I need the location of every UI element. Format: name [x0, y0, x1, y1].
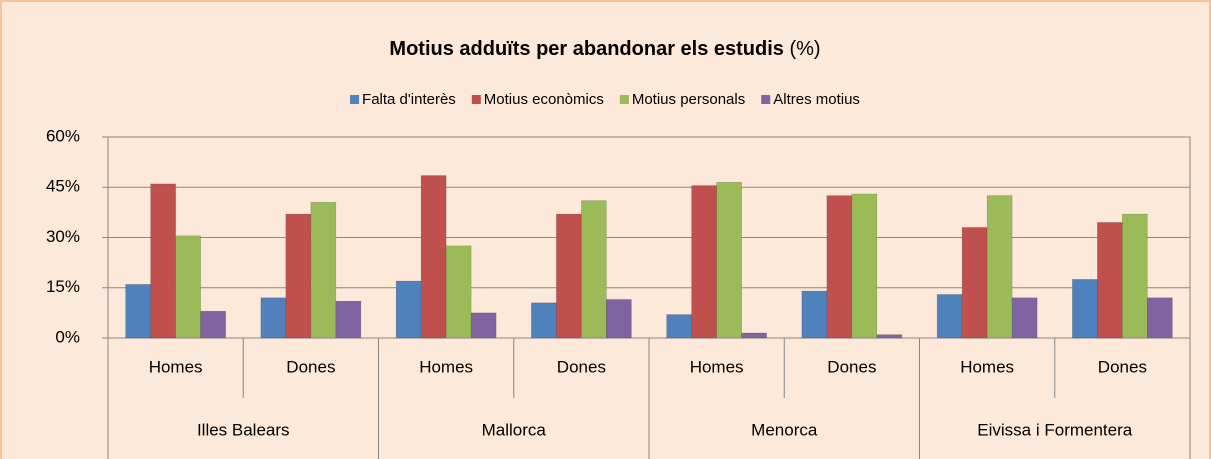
bar [531, 302, 557, 339]
bar [556, 213, 582, 339]
bar [1011, 297, 1038, 339]
bar [1097, 222, 1123, 339]
bar [876, 334, 903, 339]
bar [741, 332, 767, 339]
bar [200, 310, 226, 339]
bar [1147, 297, 1173, 339]
bar [420, 175, 447, 339]
y-tick-label: 15% [46, 277, 80, 296]
group-label: Illes Balears [197, 420, 290, 439]
bar [691, 185, 717, 339]
bar [445, 245, 472, 339]
title-suffix: (%) [789, 38, 820, 60]
x-tick-label: Dones [557, 357, 606, 376]
legend-swatch [471, 95, 481, 104]
bar [826, 195, 853, 339]
bar [936, 294, 963, 339]
legend-label: Motius personals [632, 91, 745, 108]
y-tick-label: 45% [46, 177, 80, 196]
chart-title: Motius adduïts per abandonar els estudis… [389, 38, 820, 60]
bar [801, 290, 828, 339]
y-tick-label: 30% [46, 227, 80, 246]
x-tick-label: Dones [286, 357, 335, 376]
x-tick-label: Homes [419, 357, 473, 376]
legend-label: Motius econòmics [484, 91, 604, 108]
bar [335, 300, 362, 339]
bar [1122, 213, 1148, 339]
bar [851, 193, 878, 339]
bar [606, 299, 632, 339]
legend-swatch [761, 95, 771, 104]
bar [310, 202, 337, 339]
legend-label: Falta d'interès [362, 91, 456, 108]
x-tick-label: Homes [690, 357, 744, 376]
bar [666, 314, 692, 339]
bar [716, 181, 742, 339]
bar [986, 195, 1013, 339]
bar [175, 235, 201, 339]
title-main: Motius adduïts per abandonar els estudis [389, 38, 784, 60]
x-tick-label: Homes [149, 357, 203, 376]
bar [470, 312, 497, 339]
bar [961, 227, 988, 339]
legend-swatch [619, 95, 629, 104]
legend-label: Altres motius [773, 91, 860, 108]
group-label: Menorca [751, 420, 818, 439]
y-tick-label: 60% [46, 126, 80, 145]
bar [285, 213, 312, 339]
bar [260, 297, 287, 339]
bar [395, 280, 422, 339]
legend-swatch [350, 95, 360, 104]
x-tick-label: Dones [1098, 357, 1147, 376]
legend: Falta d'interès Motius econòmics Motius pe… [350, 91, 860, 108]
x-tick-label: Homes [960, 357, 1014, 376]
group-label: Mallorca [482, 420, 547, 439]
y-tick-label: 0% [55, 327, 80, 346]
bar [125, 284, 151, 339]
bar [1072, 279, 1098, 339]
group-label: Eivissa i Formentera [977, 420, 1132, 439]
x-tick-label: Dones [827, 357, 876, 376]
bar [581, 200, 607, 339]
bar [150, 183, 176, 339]
